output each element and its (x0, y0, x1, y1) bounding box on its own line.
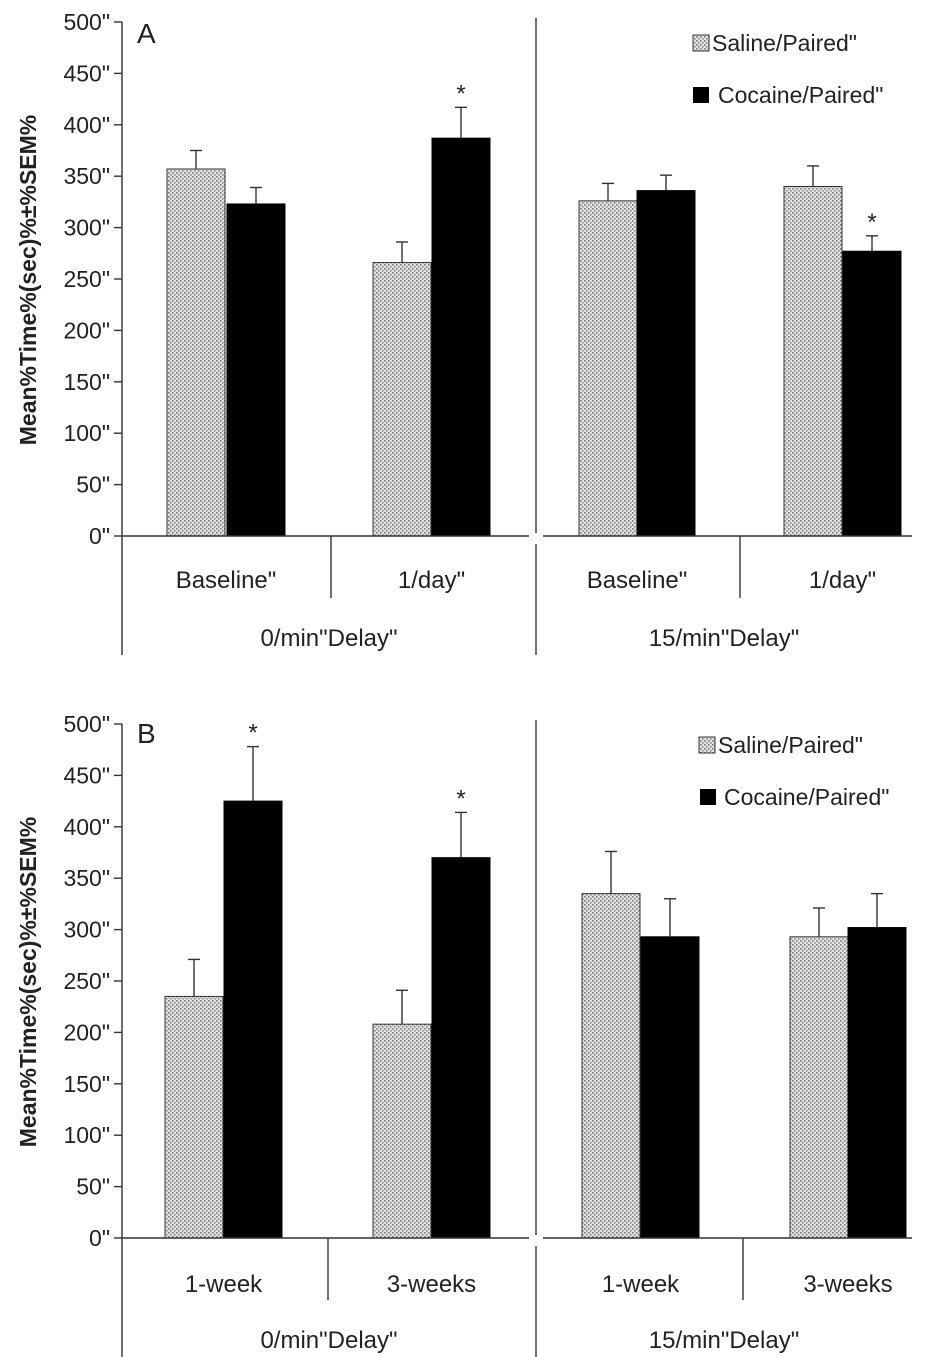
legend-swatch-cocaine (693, 87, 709, 103)
legend-label-cocaine: Cocaine/Paired" (724, 784, 889, 810)
panel-label: B (137, 718, 156, 749)
category-label: Baseline" (176, 567, 277, 594)
group-label: 15/min"Delay" (649, 1327, 799, 1354)
cocaine-bar (847, 927, 907, 1239)
y-tick-label: 250" (63, 266, 110, 292)
y-ticks: 0" 50" 100" 150" 200" 250" 300" 350" 400" 450" 500… (63, 711, 122, 1251)
category-label: 3-weeks (387, 1271, 476, 1298)
y-tick-label: 150" (63, 1071, 110, 1097)
y-tick-label: 150" (63, 369, 110, 395)
y-tick-label: 0" (89, 523, 110, 549)
saline-bar (789, 936, 849, 1239)
legend: Saline/Paired" Cocaine/Paired" (692, 30, 883, 108)
y-tick-label: 300" (63, 215, 110, 241)
y-ticks: 0" 50" 100" 150" 200" 250" 300" 350" 400" 450" 500… (63, 9, 122, 549)
category-label: 1-week (602, 1271, 680, 1298)
y-axis-label: Mean%Time%(sec)%±%SEM% (15, 817, 41, 1147)
group-label: 15/min"Delay" (649, 625, 799, 652)
y-tick-label: 300" (63, 917, 110, 943)
group-label: 0/min"Delay" (260, 1327, 397, 1354)
y-tick-label: 450" (63, 60, 110, 86)
significance-marker: * (248, 720, 257, 747)
y-axis-label: Mean%Time%(sec)%±%SEM% (15, 115, 41, 445)
y-tick-label: 350" (63, 163, 110, 189)
cocaine-bar (640, 936, 700, 1239)
saline-bar (372, 262, 432, 537)
cocaine-bar (842, 250, 902, 537)
panel-b: B Mean%Time%(sec)%±%SEM% 0" 50" 100" 150" 20… (15, 711, 912, 1357)
legend-swatch-saline (692, 34, 710, 52)
saline-bar (372, 1023, 432, 1239)
cocaine-bar (636, 190, 696, 537)
cocaine-bar (226, 203, 286, 537)
category-label: 1/day" (398, 567, 465, 594)
y-tick-label: 400" (63, 112, 110, 138)
significance-marker: * (456, 80, 465, 107)
y-tick-label: 100" (63, 420, 110, 446)
saline-bar (578, 200, 638, 537)
significance-marker: * (867, 209, 876, 236)
axes (121, 18, 912, 655)
saline-bar (164, 995, 224, 1239)
significance-marker: * (456, 785, 465, 812)
legend: Saline/Paired" Cocaine/Paired" (698, 732, 889, 810)
legend-swatch-saline (698, 736, 716, 754)
bars: ** (166, 80, 902, 537)
category-label: 1/day" (809, 567, 876, 594)
y-tick-label: 400" (63, 814, 110, 840)
y-tick-label: 0" (89, 1225, 110, 1251)
legend-swatch-cocaine (700, 789, 716, 805)
cocaine-bar (431, 857, 491, 1239)
category-label: Baseline" (587, 567, 688, 594)
saline-bar (581, 893, 641, 1239)
y-tick-label: 100" (63, 1122, 110, 1148)
legend-label-saline: Saline/Paired" (712, 30, 857, 56)
y-tick-label: 50" (76, 1174, 110, 1200)
y-tick-label: 450" (63, 762, 110, 788)
y-tick-label: 50" (76, 472, 110, 498)
saline-bar (166, 168, 226, 537)
category-labels: Baseline" 1/day" 0/min"Delay" Baseline" 1/da… (176, 567, 876, 652)
cocaine-bar (431, 137, 491, 537)
saline-bar (783, 185, 843, 537)
y-tick-label: 250" (63, 968, 110, 994)
category-label: 1-week (185, 1271, 263, 1298)
y-tick-label: 200" (63, 1019, 110, 1045)
cocaine-bar (223, 800, 283, 1239)
panel-label: A (137, 18, 156, 49)
y-tick-label: 500" (63, 9, 110, 35)
legend-label-saline: Saline/Paired" (718, 732, 863, 758)
panel-a: A Mean%Time%(sec)%±%SEM% 0" 50" 100" 150" 20… (15, 9, 912, 655)
axes (121, 720, 912, 1357)
category-labels: 1-week 3-weeks 0/min"Delay" 1-week 3-weeks 15… (185, 1271, 893, 1354)
category-label: 3-weeks (803, 1271, 892, 1298)
y-tick-label: 200" (63, 317, 110, 343)
y-tick-label: 350" (63, 865, 110, 891)
y-tick-label: 500" (63, 711, 110, 737)
group-label: 0/min"Delay" (260, 625, 397, 652)
legend-label-cocaine: Cocaine/Paired" (718, 82, 883, 108)
